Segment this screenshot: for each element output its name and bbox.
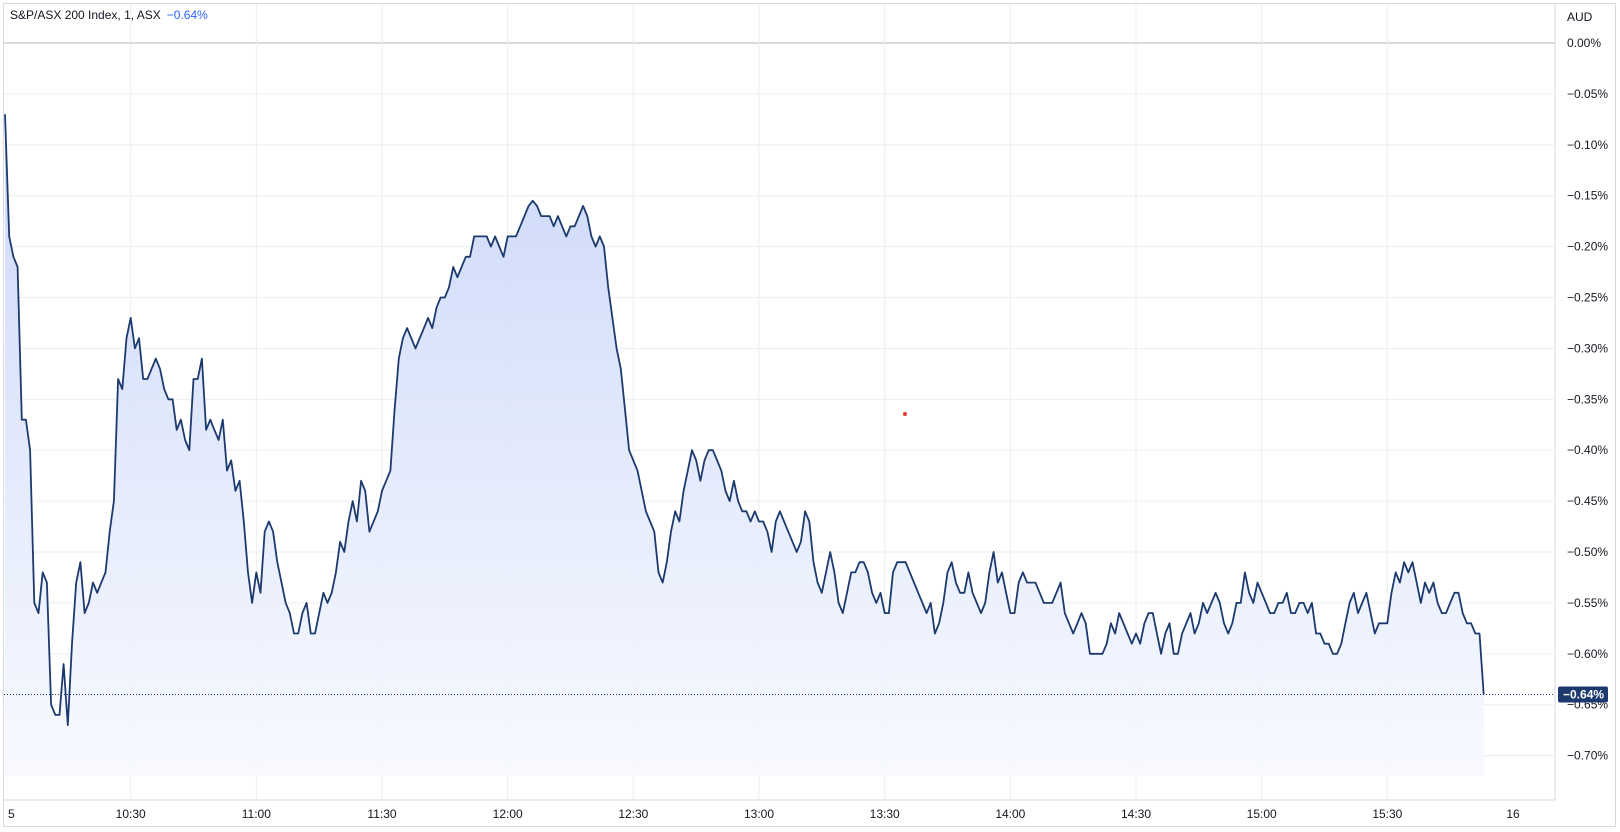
change-value: −0.64%	[166, 8, 208, 22]
y-tick-label: 0.00%	[1567, 36, 1601, 50]
y-tick-label: −0.55%	[1567, 596, 1608, 610]
series-area	[5, 114, 1484, 777]
x-tick-label: 10:30	[116, 807, 146, 821]
cursor-marker	[903, 412, 907, 416]
x-tick-label: 14:30	[1121, 807, 1151, 821]
x-tick-label: 11:00	[242, 807, 271, 821]
x-tick-label: 16	[1506, 807, 1520, 821]
y-tick-label: −0.30%	[1567, 341, 1608, 355]
x-tick-label: 15:00	[1247, 807, 1277, 821]
y-tick-label: −0.15%	[1567, 189, 1608, 203]
chart-frame	[3, 3, 1616, 827]
x-tick-label: 11:30	[367, 807, 396, 821]
chart-legend: S&P/ASX 200 Index, 1, ASX −0.64%	[10, 8, 208, 22]
y-tick-label: −0.45%	[1567, 494, 1608, 508]
y-tick-label: −0.35%	[1567, 392, 1608, 406]
y-tick-label: −0.20%	[1567, 240, 1608, 254]
last-value-label: −0.64%	[1563, 688, 1604, 702]
x-tick-label: 14:00	[995, 807, 1025, 821]
y-tick-label: −0.25%	[1567, 291, 1608, 305]
y-tick-label: −0.70%	[1567, 749, 1608, 763]
y-tick-label: −0.05%	[1567, 87, 1608, 101]
x-tick-label: 13:30	[870, 807, 900, 821]
x-tick-label: 15:30	[1372, 807, 1402, 821]
x-tick-label: 5	[8, 807, 15, 821]
last-value-badge	[1558, 686, 1608, 703]
y-tick-label: −0.60%	[1567, 647, 1608, 661]
series-line	[4, 114, 1485, 726]
x-tick-label: 13:00	[744, 807, 774, 821]
y-tick-label: −0.10%	[1567, 138, 1608, 152]
y-tick-label: −0.40%	[1567, 443, 1608, 457]
symbol-label[interactable]: S&P/ASX 200 Index, 1, ASX	[10, 8, 161, 22]
x-tick-label: 12:00	[493, 807, 523, 821]
currency-label: AUD	[1567, 10, 1593, 24]
y-tick-label: −0.50%	[1567, 545, 1608, 559]
x-tick-label: 12:30	[618, 807, 648, 821]
